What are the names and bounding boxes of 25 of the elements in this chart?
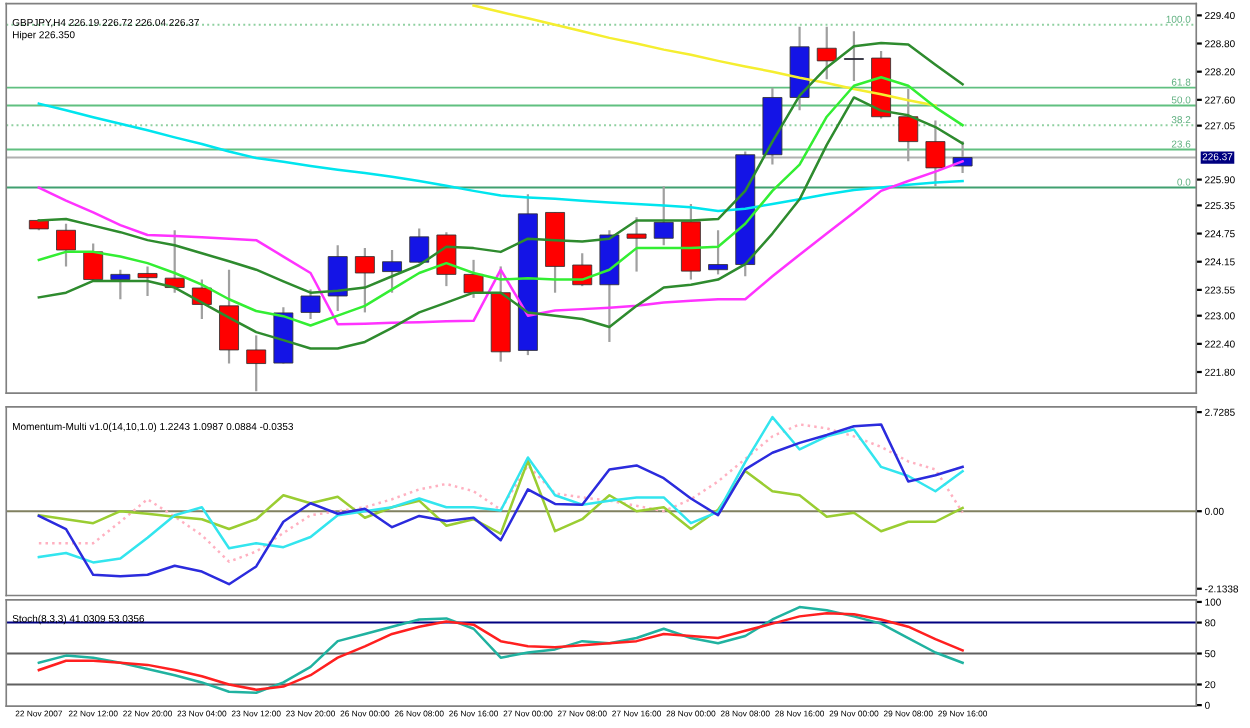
candlestick <box>463 258 484 299</box>
candlestick <box>382 248 402 294</box>
candlestick <box>653 185 674 247</box>
candlestick <box>626 216 647 273</box>
candlestick <box>816 25 837 81</box>
candlestick <box>327 244 348 313</box>
candlestick <box>83 242 104 283</box>
candlestick <box>925 119 946 188</box>
candlestick <box>354 247 375 314</box>
line-series <box>472 4 937 107</box>
candlestick <box>56 222 76 268</box>
candlestick <box>137 265 158 298</box>
candlestick <box>300 288 321 321</box>
candlestick <box>219 268 239 365</box>
line-series <box>37 102 964 213</box>
line-series <box>37 76 964 327</box>
candlestick <box>110 268 131 301</box>
candlestick <box>898 87 919 163</box>
line-series <box>37 41 964 294</box>
candlestick <box>708 229 729 276</box>
line-series <box>37 459 964 535</box>
line-series <box>37 96 964 350</box>
candlestick <box>246 334 267 393</box>
candlestick <box>843 30 864 83</box>
candlestick <box>409 227 430 265</box>
